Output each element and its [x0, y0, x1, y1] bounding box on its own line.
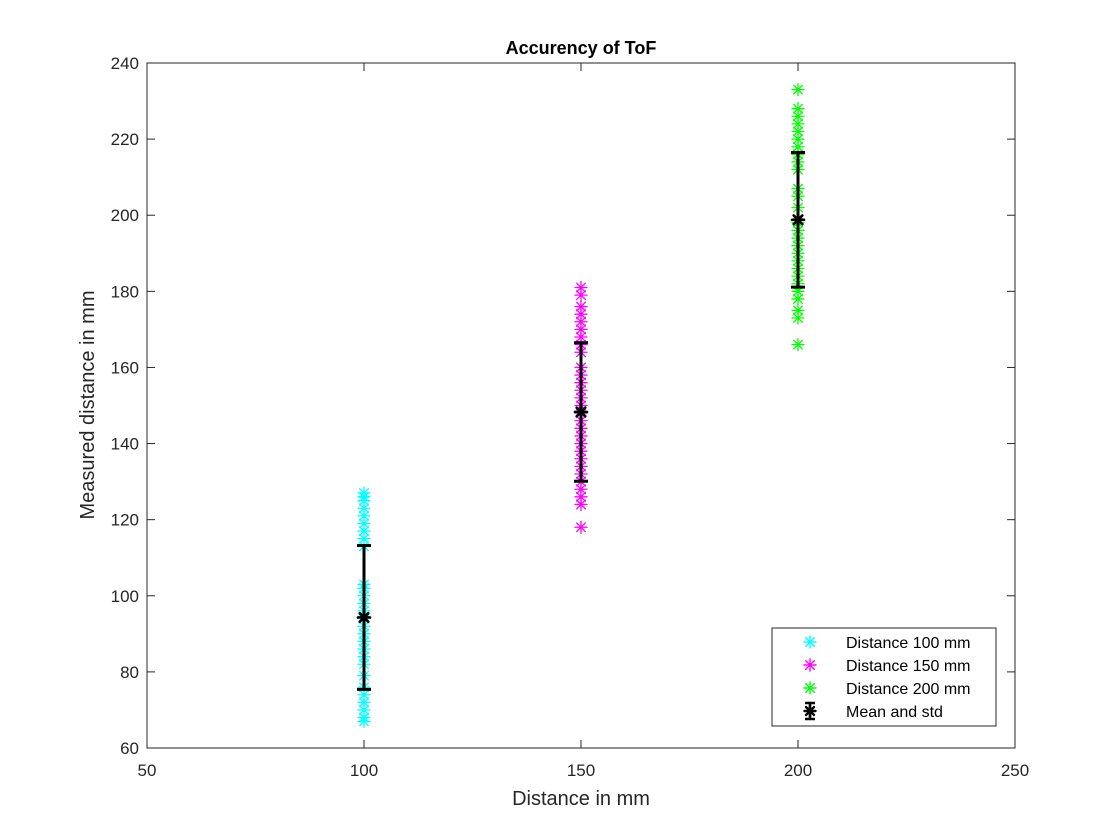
- data-point: [574, 299, 588, 314]
- legend-label: Distance 150 mm: [846, 658, 971, 675]
- x-tick-label: 250: [1001, 761, 1029, 780]
- mean-point: [356, 610, 372, 625]
- legend-marker: [803, 704, 817, 718]
- y-tick-label: 60: [120, 739, 139, 758]
- x-tick-label: 50: [138, 761, 157, 780]
- y-tick-label: 120: [111, 511, 139, 530]
- legend-item: Distance 200 mm: [803, 681, 971, 698]
- data-point: [791, 292, 805, 306]
- legend-item: Mean and std: [803, 701, 943, 721]
- x-tick-label: 150: [567, 761, 595, 780]
- y-axis-label: Measured distance in mm: [77, 291, 99, 520]
- y-tick-label: 140: [111, 435, 139, 454]
- data-point: [791, 82, 805, 97]
- legend-label: Mean and std: [846, 704, 943, 721]
- axis-ticks: 50 100 150 200 250 60 80 100 120 140 160 180 200 220 2…: [111, 54, 1030, 780]
- data-point: [574, 520, 588, 534]
- data-point: [791, 303, 805, 318]
- legend-marker: [803, 635, 817, 649]
- x-axis-label: Distance in mm: [512, 788, 650, 810]
- mean-point: [573, 404, 589, 420]
- y-tick-label: 180: [111, 282, 139, 301]
- legend-item: Distance 100 mm: [803, 635, 971, 652]
- data-point: [357, 524, 371, 538]
- data-point: [791, 102, 805, 116]
- data-point: [791, 109, 805, 123]
- error-bars: [356, 150, 806, 691]
- data-point: [791, 337, 805, 352]
- x-tick-label: 100: [350, 761, 378, 780]
- mean-point: [790, 212, 806, 228]
- y-tick-label: 240: [111, 54, 139, 73]
- legend-label: Distance 200 mm: [846, 681, 971, 698]
- legend-marker: [803, 658, 817, 672]
- x-tick-label: 200: [784, 761, 812, 780]
- data-point: [357, 486, 371, 500]
- legend-item: Distance 150 mm: [803, 658, 971, 675]
- data-point: [574, 280, 588, 295]
- chart-title: Accurency of ToF: [506, 38, 657, 58]
- y-tick-label: 80: [120, 663, 139, 682]
- y-tick-label: 220: [111, 130, 139, 149]
- y-tick-label: 200: [111, 206, 139, 225]
- y-tick-label: 100: [111, 587, 139, 606]
- y-tick-label: 160: [111, 358, 139, 377]
- legend: Distance 100 mm Distance 150 mm Distance 2…: [771, 627, 997, 727]
- legend-marker: [803, 681, 817, 695]
- legend-label: Distance 100 mm: [846, 635, 971, 652]
